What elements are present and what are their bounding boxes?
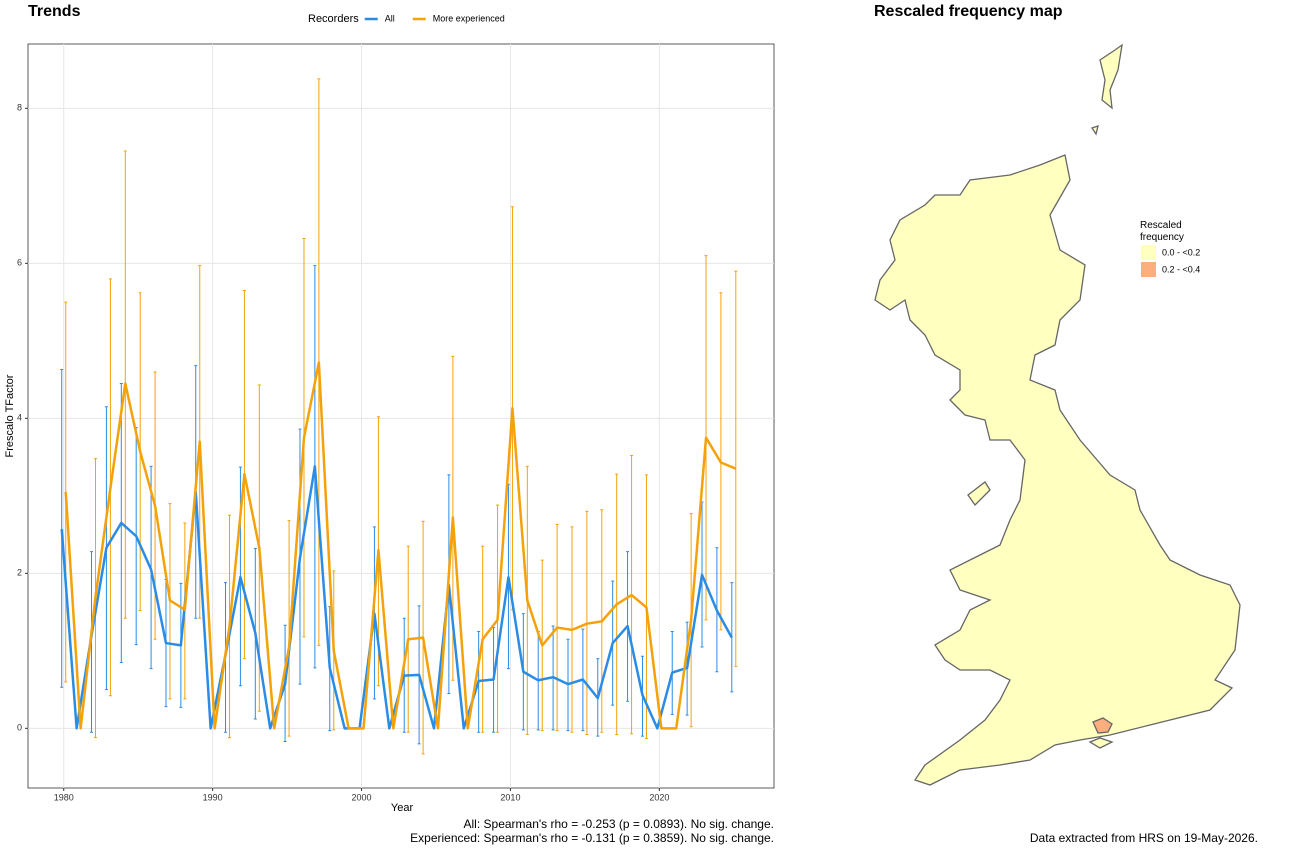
map xyxy=(874,43,1241,786)
note: Experienced: Spearman's rho = -0.131 (p … xyxy=(410,831,774,845)
x-tick-label: 1990 xyxy=(203,792,223,802)
y-axis-label: Frescalo TFactor xyxy=(4,374,16,457)
map-legend-label: 0.0 - <0.2 xyxy=(1162,247,1200,257)
map-legend-label: 0.2 - <0.4 xyxy=(1162,264,1200,274)
error-bar xyxy=(60,369,64,688)
x-tick-label: 2020 xyxy=(649,792,669,802)
plot-panel xyxy=(27,43,775,789)
map-legend-swatch xyxy=(1141,262,1156,277)
map-legend-swatch xyxy=(1141,245,1156,260)
series-line xyxy=(64,361,737,730)
x-axis-label: Year xyxy=(391,802,414,814)
legend-label: All xyxy=(385,13,395,23)
legend-title: Recorders xyxy=(308,13,359,25)
y-tick-label: 6 xyxy=(17,258,22,268)
map-region xyxy=(967,481,991,507)
map-region xyxy=(1099,43,1123,110)
y-tick-label: 4 xyxy=(17,413,22,423)
error-bar xyxy=(64,301,68,683)
map-region xyxy=(874,154,1241,786)
y-tick-label: 8 xyxy=(17,103,22,113)
y-tick-label: 2 xyxy=(17,568,22,578)
note: All: Spearman's rho = -0.253 (p = 0.0893… xyxy=(464,817,774,831)
x-tick-label: 1980 xyxy=(54,792,74,802)
x-tick-label: 2010 xyxy=(500,792,520,802)
map-legend-title: Rescaled frequency xyxy=(1140,220,1184,243)
legend-label: More experienced xyxy=(433,13,505,23)
y-tick-label: 0 xyxy=(17,723,22,733)
x-tick-label: 2000 xyxy=(352,792,372,802)
map-region xyxy=(1092,717,1113,734)
error-bar xyxy=(287,520,291,737)
map-region xyxy=(1090,125,1099,136)
map-region xyxy=(1088,737,1114,749)
chart-title: Trends xyxy=(28,3,81,20)
map-caption: Data extracted from HRS on 19-May-2026. xyxy=(1030,831,1258,845)
map-title: Rescaled frequency map xyxy=(874,3,1063,20)
